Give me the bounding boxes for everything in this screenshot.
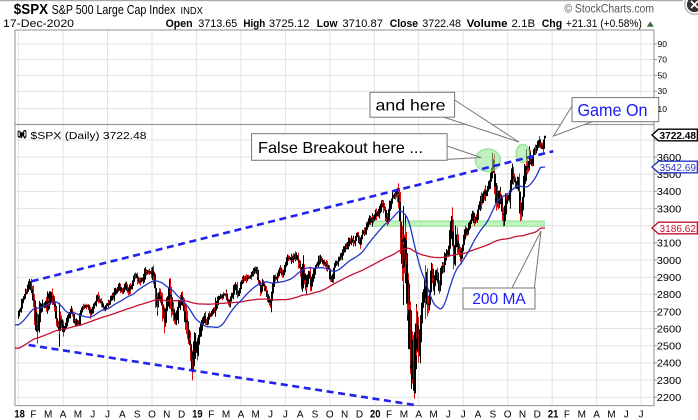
svg-text:30: 30	[658, 86, 668, 96]
svg-text:S: S	[489, 409, 496, 420]
svg-text:D: D	[356, 409, 363, 420]
svg-text:J: J	[639, 409, 644, 420]
svg-text:N: N	[341, 409, 348, 420]
svg-text:INDX: INDX	[181, 5, 203, 17]
svg-text:S: S	[312, 409, 319, 420]
svg-text:2600: 2600	[657, 323, 682, 335]
svg-text:O: O	[326, 409, 334, 420]
svg-text:© StockCharts.com: © StockCharts.com	[564, 4, 654, 16]
svg-text:19: 19	[192, 409, 203, 420]
svg-text:Chg: Chg	[542, 18, 563, 30]
svg-text:20: 20	[370, 409, 381, 420]
svg-text:2.1B: 2.1B	[512, 18, 536, 30]
svg-text:Open: Open	[166, 18, 193, 30]
svg-text:3300: 3300	[657, 203, 682, 215]
svg-text:17-Dec-2020: 17-Dec-2020	[3, 18, 74, 30]
svg-text:N: N	[519, 409, 526, 420]
svg-text:18: 18	[14, 409, 25, 420]
svg-text:J: J	[283, 409, 288, 420]
svg-text:and here: and here	[376, 98, 446, 115]
svg-text:Low: Low	[317, 18, 338, 30]
svg-text:Volume: Volume	[467, 18, 508, 30]
svg-text:200 MA: 200 MA	[472, 291, 526, 308]
svg-text:A: A	[119, 409, 126, 420]
svg-text:J: J	[268, 409, 273, 420]
svg-text:3722.48: 3722.48	[422, 18, 461, 30]
svg-text:+21.31 (+0.58%): +21.31 (+0.58%)	[566, 18, 642, 30]
svg-text:Game On: Game On	[578, 100, 648, 120]
svg-text:3710.87: 3710.87	[342, 18, 383, 30]
svg-text:J: J	[105, 409, 110, 420]
svg-text:O: O	[148, 409, 156, 420]
svg-text:F: F	[386, 409, 392, 420]
svg-text:High: High	[243, 18, 265, 30]
svg-text:A: A	[475, 409, 482, 420]
svg-text:A: A	[297, 409, 304, 420]
svg-text:False Breakout here ...: False Breakout here ...	[258, 140, 423, 157]
svg-text:$SPX (Daily) 3722.48: $SPX (Daily) 3722.48	[31, 130, 147, 142]
svg-text:F: F	[30, 409, 36, 420]
svg-text:2300: 2300	[657, 375, 682, 387]
svg-text:D: D	[178, 409, 185, 420]
svg-text:2500: 2500	[657, 341, 682, 353]
svg-text:3713.65: 3713.65	[198, 18, 237, 30]
svg-text:F: F	[208, 409, 214, 420]
svg-text:A: A	[415, 409, 422, 420]
svg-text:M: M	[74, 409, 82, 420]
svg-text:J: J	[624, 409, 629, 420]
svg-text:$SPX: $SPX	[14, 2, 49, 18]
svg-text:S: S	[134, 409, 141, 420]
svg-text:J: J	[446, 409, 451, 420]
svg-text:2400: 2400	[657, 358, 682, 370]
svg-text:Close: Close	[390, 18, 418, 30]
svg-text:J: J	[90, 409, 95, 420]
svg-text:2200: 2200	[657, 392, 682, 404]
svg-text:J: J	[461, 409, 466, 420]
svg-text:90: 90	[658, 39, 668, 49]
svg-text:3100: 3100	[657, 238, 682, 250]
svg-text:N: N	[163, 409, 170, 420]
svg-text:2900: 2900	[657, 272, 682, 284]
svg-text:21: 21	[548, 409, 559, 420]
svg-text:2800: 2800	[657, 289, 682, 301]
svg-text:3400: 3400	[657, 186, 682, 198]
svg-text:M: M	[44, 409, 52, 420]
svg-text:D: D	[534, 409, 541, 420]
svg-text:A: A	[238, 409, 245, 420]
svg-text:M: M	[252, 409, 260, 420]
svg-text:3725.12: 3725.12	[269, 18, 310, 30]
svg-text:3722.48: 3722.48	[660, 131, 697, 142]
svg-text:3186.62: 3186.62	[660, 224, 697, 235]
svg-text:A: A	[60, 409, 67, 420]
svg-text:S&P 500 Large Cap Index: S&P 500 Large Cap Index	[52, 3, 176, 17]
svg-text:10: 10	[658, 104, 668, 114]
svg-text:M: M	[578, 409, 586, 420]
svg-text:M: M	[607, 409, 615, 420]
svg-text:A: A	[593, 409, 600, 420]
svg-text:M: M	[222, 409, 230, 420]
svg-text:M: M	[400, 409, 408, 420]
svg-text:F: F	[564, 409, 570, 420]
svg-text:3000: 3000	[657, 255, 682, 267]
svg-text:50: 50	[658, 70, 668, 80]
svg-text:70: 70	[658, 55, 668, 65]
svg-text:M: M	[429, 409, 437, 420]
svg-text:3542.69: 3542.69	[660, 163, 697, 174]
svg-text:O: O	[504, 409, 512, 420]
svg-text:2700: 2700	[657, 306, 682, 318]
